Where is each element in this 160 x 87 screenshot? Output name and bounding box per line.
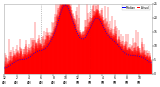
Legend: Median, Actual: Median, Actual bbox=[122, 5, 150, 10]
